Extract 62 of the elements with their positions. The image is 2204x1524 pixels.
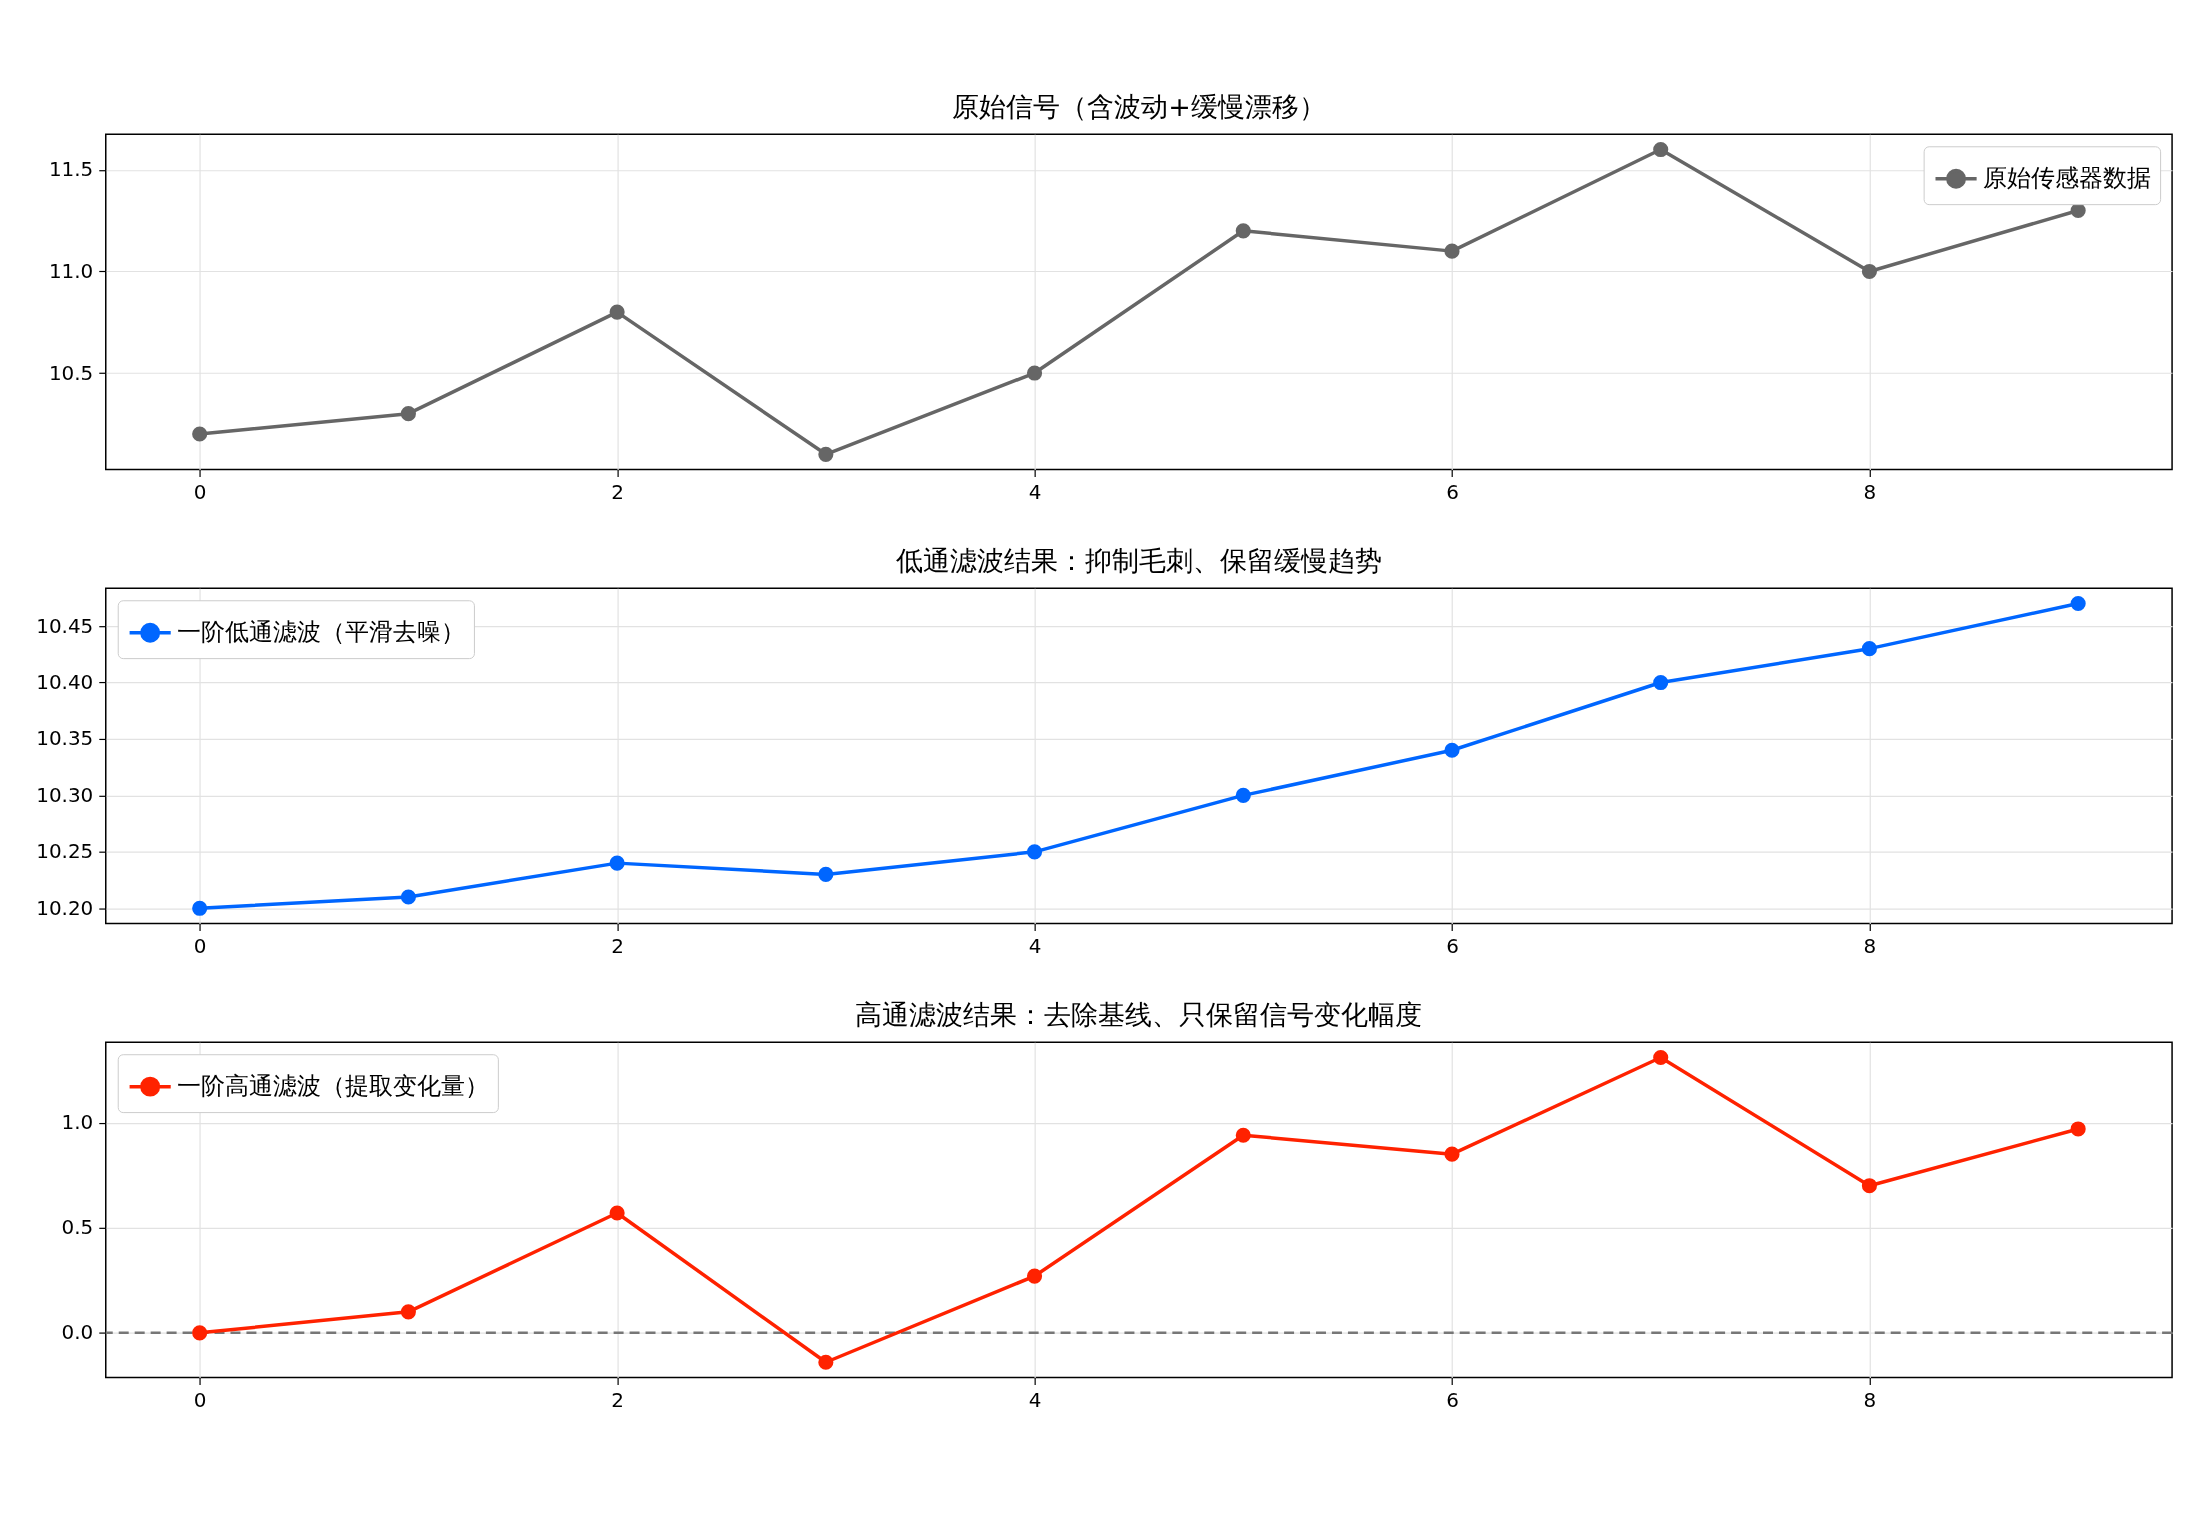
point bbox=[2070, 1121, 2086, 1137]
point bbox=[818, 446, 834, 462]
x-tick-label: 4 bbox=[1028, 1387, 1042, 1412]
point bbox=[400, 406, 416, 422]
x-tick-label: 4 bbox=[1028, 479, 1042, 504]
legend-label: 一阶高通滤波（提取变化量） bbox=[176, 1071, 489, 1100]
x-tick-label: 4 bbox=[1028, 933, 1042, 958]
y-tick-label: 10.5 bbox=[48, 360, 94, 385]
x-tick-label: 6 bbox=[1446, 933, 1459, 958]
point bbox=[1444, 1146, 1460, 1162]
x-tick-label: 0 bbox=[193, 933, 207, 958]
point bbox=[609, 1205, 625, 1221]
y-tick-label: 10.20 bbox=[36, 895, 94, 920]
point bbox=[1653, 142, 1669, 158]
x-tick-label: 6 bbox=[1446, 479, 1459, 504]
point bbox=[1444, 742, 1460, 758]
point bbox=[1861, 1178, 1877, 1194]
chart-title: 低通滤波结果：抑制毛刺、保留缓慢趋势 bbox=[895, 545, 1382, 577]
chart-title: 高通滤波结果：去除基线、只保留信号变化幅度 bbox=[855, 999, 1423, 1031]
x-tick-label: 6 bbox=[1446, 1387, 1459, 1412]
point bbox=[1235, 223, 1251, 239]
x-tick-label: 2 bbox=[611, 1387, 624, 1412]
chart-title: 原始信号（含波动+缓慢漂移） bbox=[952, 91, 1326, 123]
point bbox=[609, 304, 625, 320]
point bbox=[400, 889, 416, 905]
legend-label: 一阶低通滤波（平滑去噪） bbox=[176, 617, 465, 646]
x-tick-label: 8 bbox=[1863, 933, 1877, 958]
x-tick-label: 0 bbox=[193, 479, 207, 504]
point bbox=[400, 1304, 416, 1320]
point bbox=[1235, 787, 1251, 803]
y-tick-label: 10.25 bbox=[36, 839, 94, 864]
y-tick-label: 11.0 bbox=[48, 258, 94, 283]
point bbox=[609, 855, 625, 871]
point bbox=[1444, 243, 1460, 259]
point bbox=[1861, 263, 1877, 279]
x-tick-label: 8 bbox=[1863, 479, 1877, 504]
y-tick-label: 0.5 bbox=[61, 1215, 94, 1240]
point bbox=[192, 900, 208, 916]
point bbox=[1653, 674, 1669, 691]
y-tick-label: 0.0 bbox=[61, 1320, 94, 1345]
x-tick-label: 0 bbox=[193, 1387, 207, 1412]
y-tick-label: 10.45 bbox=[36, 613, 94, 638]
point bbox=[1653, 1049, 1669, 1066]
point bbox=[1861, 641, 1877, 657]
y-tick-label: 10.35 bbox=[36, 726, 94, 751]
point bbox=[1235, 1127, 1251, 1143]
x-tick-label: 8 bbox=[1863, 1387, 1877, 1412]
legend-label: 原始传感器数据 bbox=[1982, 163, 2151, 192]
point bbox=[2070, 595, 2086, 612]
point bbox=[1026, 1268, 1043, 1284]
y-tick-label: 1.0 bbox=[61, 1110, 94, 1135]
point bbox=[192, 1325, 208, 1341]
x-tick-label: 2 bbox=[611, 933, 624, 958]
y-tick-label: 10.40 bbox=[36, 670, 94, 695]
y-tick-label: 11.5 bbox=[48, 157, 94, 182]
point bbox=[818, 866, 834, 882]
point bbox=[192, 426, 208, 442]
point bbox=[1026, 844, 1043, 860]
x-tick-label: 2 bbox=[611, 479, 624, 504]
point bbox=[818, 1354, 834, 1370]
y-tick-label: 10.30 bbox=[36, 782, 94, 807]
point bbox=[1026, 365, 1043, 381]
